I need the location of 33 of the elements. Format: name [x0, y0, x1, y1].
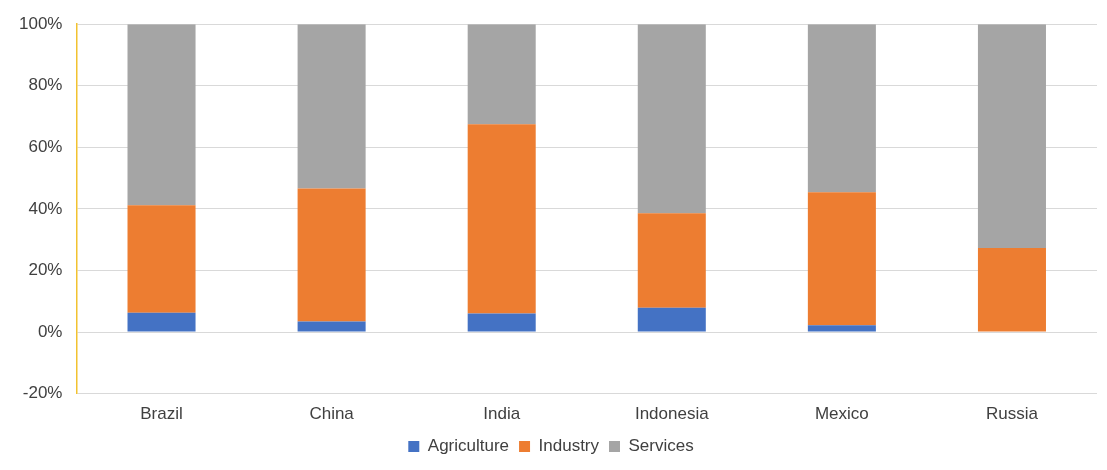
bar [467, 124, 536, 314]
y-tick-label: 60% [28, 137, 63, 157]
y-tick-label: 0% [37, 321, 63, 341]
x-tick-label: India [483, 404, 521, 424]
bar [297, 321, 366, 332]
bar [127, 205, 196, 313]
legend-label: Agriculture [427, 436, 510, 456]
y-tick-label: -20% [22, 383, 63, 403]
bar [637, 213, 706, 308]
x-tick-label: Mexico [814, 404, 869, 424]
bar [467, 313, 536, 332]
bar [977, 24, 1046, 248]
bar [127, 24, 196, 206]
bar [807, 192, 876, 326]
bar [807, 24, 876, 193]
y-tick-label: 80% [28, 75, 63, 95]
y-tick-label: 40% [28, 198, 63, 218]
bar [637, 24, 706, 214]
legend-label: Services [628, 436, 694, 456]
x-tick-label: Indonesia [634, 404, 710, 424]
bar [637, 307, 706, 332]
bar [297, 24, 366, 189]
legend-label: Industry [538, 436, 600, 456]
bar [127, 312, 196, 332]
bar [297, 188, 366, 322]
x-tick-label: China [309, 404, 355, 424]
x-tick-label: Russia [985, 404, 1039, 424]
bar [977, 248, 1046, 332]
y-tick-label: 100% [19, 13, 63, 33]
y-tick-label: 20% [28, 260, 63, 280]
bar [467, 24, 536, 125]
bar [807, 325, 876, 332]
x-tick-label: Brazil [140, 404, 183, 424]
